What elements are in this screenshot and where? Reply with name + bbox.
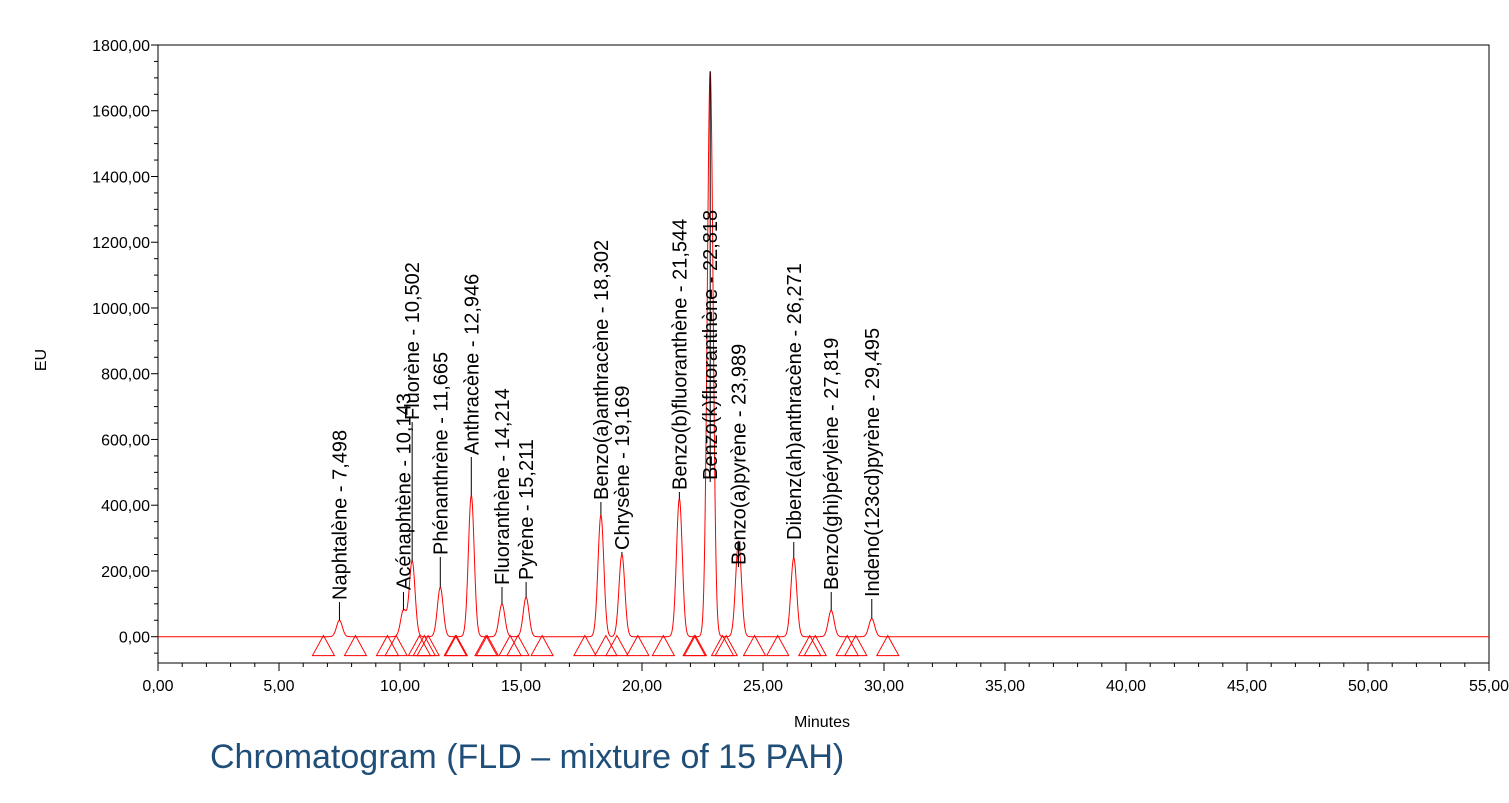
y-tick-label: 0,00 [119,630,150,647]
peak-label: Indeno(123cd)pyrène - 29,495 [862,328,884,597]
peak-start-marker [498,634,522,657]
peak-start-marker [843,634,868,657]
peak-start-marker [682,634,707,657]
y-tick-label: 1200,00 [92,235,150,252]
y-tick-label: 200,00 [101,564,150,581]
peak-start-marker [651,634,676,657]
x-tick-label: 0,00 [142,678,173,695]
peak-label: Fluorène - 10,502 [402,262,424,420]
x-tick-label: 35,00 [985,678,1025,695]
peak-end-marker [343,634,368,657]
peak-end-marker [605,634,629,657]
peak-end-marker [714,634,739,657]
peak-label: Benzo(a)pyrène - 23,989 [729,344,751,565]
peak-start-marker [384,634,408,657]
peak-label: Benzo(k)fluoranthène - 22,818 [700,210,722,480]
chart-caption: Chromatogram (FLD – mixture of 15 PAH) [210,738,845,776]
peak-start-marker [474,634,498,657]
peak-start-marker [443,634,468,657]
peak-end-marker [835,634,860,657]
y-axis-title: EU [33,349,50,371]
x-tick-label: 10,00 [380,678,420,695]
peak-label: Dibenz(ah)anthracène - 26,271 [784,263,806,540]
x-tick-label: 50,00 [1348,678,1388,695]
peak-start-marker [573,634,597,657]
x-tick-label: 15,00 [501,678,541,695]
peak-start-marker [375,634,400,657]
y-tick-label: 1800,00 [92,38,150,55]
peak-end-marker [407,634,432,657]
peak-end-marker [742,634,767,657]
x-tick-label: 25,00 [743,678,783,695]
y-tick-label: 1400,00 [92,169,150,186]
peak-end-marker [444,634,469,657]
x-tick-label: 5,00 [263,678,294,695]
y-tick-label: 600,00 [101,432,150,449]
chromatogram-trace [158,71,1489,638]
y-tick-label: 1600,00 [92,104,150,121]
y-tick-label: 1000,00 [92,301,150,318]
peak-label: Benzo(b)fluoranthène - 21,544 [669,219,691,490]
x-tick-label: 30,00 [864,678,904,695]
x-tick-label: 20,00 [622,678,662,695]
peak-end-marker [530,634,554,657]
peak-label: Naphtalène - 7,498 [329,430,351,600]
peak-start-marker [412,634,437,657]
peak-label: Benzo(ghi)pérylène - 27,819 [821,338,843,590]
peak-start-marker [803,634,828,657]
peak-label: Pyrène - 15,211 [516,439,538,580]
peak-label: Benzo(a)anthracène - 18,302 [591,240,613,500]
chromatogram-chart: EU Minutes 0,00 200,00 400,00 600,00 800,00 1… [33,38,1509,730]
y-tick-label: 800,00 [101,367,150,384]
peak-label: Phénanthrène - 11,665 [430,352,452,555]
x-tick-label: 55,00 [1469,678,1509,695]
x-tick-label: 45,00 [1227,678,1267,695]
peak-start-marker [311,634,336,657]
peak-start-marker [594,634,618,657]
peak-label: Anthracène - 12,946 [461,274,483,455]
x-tick-label: 40,00 [1106,678,1146,695]
peak-start-marker [710,634,735,657]
peak-label: Chrysène - 19,169 [612,385,634,550]
peak-end-marker [875,634,900,657]
peak-end-marker [416,634,440,657]
peak-start-marker [765,634,790,657]
x-axis-title: Minutes [794,714,850,730]
peak-label: Acénaphtène - 10,143 [393,393,415,590]
peak-label: Fluoranthène - 14,214 [492,388,514,585]
y-tick-label: 400,00 [101,498,150,515]
peak-end-marker [506,634,530,657]
peak-end-marker [626,634,650,657]
plot-frame [157,44,1490,664]
